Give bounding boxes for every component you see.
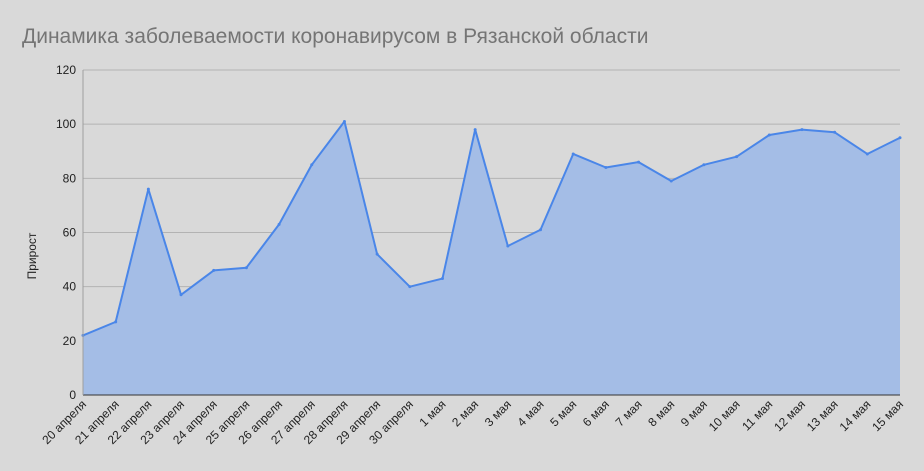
data-point	[898, 136, 902, 140]
data-point	[767, 133, 771, 137]
data-point	[800, 128, 804, 132]
x-tick-label: 15 мая	[869, 397, 906, 434]
data-point	[440, 277, 444, 281]
data-point	[244, 266, 248, 270]
x-tick-label: 1 мая	[416, 397, 448, 429]
x-tick-label: 2 мая	[449, 397, 481, 429]
data-point	[506, 244, 510, 248]
series-line	[82, 120, 901, 337]
x-tick-label: 10 мая	[706, 397, 743, 434]
data-point	[539, 228, 543, 232]
data-point	[604, 166, 608, 169]
y-tick-label: 20	[63, 334, 77, 348]
data-point	[375, 252, 379, 256]
data-point	[212, 268, 216, 272]
data-point	[865, 152, 869, 156]
x-tick-label: 4 мая	[515, 397, 547, 429]
y-axis-label: Прирост	[25, 232, 39, 279]
x-tick-label: 3 мая	[482, 397, 514, 429]
y-tick-label: 0	[69, 388, 76, 402]
x-tick-label: 6 мая	[580, 397, 612, 429]
y-tick-label: 40	[63, 280, 77, 294]
x-tick-label: 14 мая	[837, 397, 874, 434]
data-point	[114, 320, 118, 324]
x-tick-label: 7 мая	[613, 397, 645, 429]
y-tick-labels: 0 20 40 60 80 100 120	[56, 63, 76, 402]
data-point	[473, 128, 477, 132]
x-tick-label: 11 мая	[739, 397, 775, 433]
x-tick-label: 12 мая	[771, 397, 808, 434]
x-tick-label: 5 мая	[547, 397, 579, 429]
y-tick-label: 100	[56, 117, 76, 131]
x-tick-label: 8 мая	[645, 397, 677, 429]
data-point	[179, 293, 183, 297]
y-tick-label: 60	[63, 226, 77, 240]
series-area-fill	[83, 121, 900, 396]
data-point	[833, 130, 837, 134]
y-tick-label: 80	[63, 171, 77, 185]
data-point	[571, 152, 575, 156]
data-point	[277, 222, 281, 226]
data-point	[702, 163, 706, 167]
axes	[82, 70, 900, 396]
chart-title: Динамика заболеваемости коронавирусом в …	[22, 25, 648, 48]
y-tick-label: 120	[56, 63, 76, 77]
data-point	[637, 160, 641, 164]
data-point	[146, 187, 150, 191]
data-point	[310, 163, 314, 167]
x-tick-label: 13 мая	[804, 397, 841, 434]
data-point	[408, 285, 412, 289]
series-area	[81, 119, 902, 396]
data-point	[669, 179, 673, 183]
data-point	[735, 155, 739, 159]
data-point	[342, 119, 346, 123]
